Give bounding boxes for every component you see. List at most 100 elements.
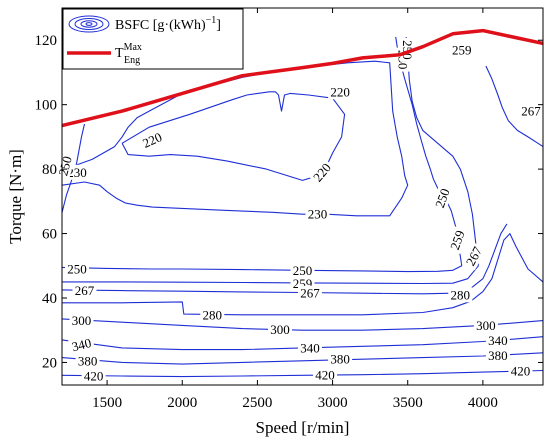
legend-contour-ring [80, 20, 98, 28]
legend-contour-ring [68, 15, 110, 33]
contour-label-group: 267 [298, 285, 322, 301]
contour-label-background [461, 241, 487, 271]
y-tick-label: 120 [35, 33, 58, 49]
x-tick-label: 3000 [318, 395, 348, 411]
contour-label-group: 220 [328, 84, 353, 100]
contour-label: 380 [78, 353, 98, 368]
max-torque-curve [61, 28, 544, 128]
contour-line-267 [485, 65, 544, 148]
contour-label: 280 [203, 307, 223, 322]
contour-label-background [68, 334, 95, 355]
contour-label-background [81, 368, 106, 384]
contour-label: 420 [315, 368, 335, 383]
contour-label-group: 340 [485, 333, 510, 348]
contour-label-group: 220 [308, 158, 336, 187]
contour-label-group: 250 [431, 184, 454, 212]
contour-label: 280 [451, 287, 471, 302]
contour-label: 250 [55, 155, 75, 178]
contour-label-group: 220 [138, 128, 167, 152]
contour-line-230 [61, 181, 303, 215]
contour-lines [61, 36, 544, 378]
contour-label: 380 [330, 352, 350, 367]
contour-label-background [328, 351, 353, 367]
contour-label: 340 [70, 335, 93, 354]
contour-label-group: 380 [485, 347, 510, 363]
contour-label-group: 340 [298, 340, 322, 356]
contour-line-267 [61, 223, 508, 295]
contour-labels: 2202202202302302302502502502502502592592… [54, 37, 543, 384]
plot-frame [61, 7, 544, 386]
contour-label-group: 250 [54, 152, 76, 180]
contour-label-background [305, 206, 330, 222]
contour-label-background [473, 317, 498, 333]
contour-label-group: 250 [65, 261, 89, 277]
contour-label: 220 [140, 129, 164, 151]
contour-label-background [290, 263, 315, 279]
contour-label-group: 267 [72, 283, 97, 299]
contour-label: 259 [447, 228, 468, 251]
contour-label: 259 [452, 42, 472, 57]
contour-line-220 [121, 91, 346, 181]
contour-label: 300 [72, 313, 92, 328]
contour-label-background [431, 184, 454, 212]
contour-label-group: 300 [473, 317, 498, 333]
legend-bsfc-exponent: −1 [206, 15, 217, 26]
contour-label-group: 380 [328, 351, 353, 367]
x-tick-label: 3500 [393, 395, 423, 411]
contour-label-background [69, 313, 94, 329]
contour-label: 267 [300, 286, 320, 301]
contour-label-background [138, 128, 167, 152]
contour-label: 340 [488, 333, 508, 348]
contour-label-group: 420 [508, 363, 533, 379]
legend-torque-subscript: Eng [124, 55, 140, 66]
contour-label: 300 [270, 322, 290, 337]
legend-bsfc-label: BSFC [g·(kWh)−1] [115, 15, 221, 33]
contour-label: 267 [521, 104, 541, 119]
contour-label-group: 259 [449, 42, 474, 58]
contour-label-background [519, 103, 543, 119]
contour-label-background [400, 37, 416, 62]
contour-label: 230 [308, 207, 328, 222]
legend-contour-ring [85, 22, 93, 26]
contour-label-background [268, 322, 292, 338]
x-tick-label: 2500 [242, 395, 272, 411]
contour-line-250 [395, 36, 463, 266]
contour-label-background [449, 42, 474, 58]
contour-line-259 [62, 265, 479, 285]
contour-label-group: 250 [290, 263, 315, 279]
legend-contour-ring [74, 18, 104, 30]
contour-label-group: 280 [200, 307, 225, 323]
contour-label-group: 420 [313, 367, 337, 383]
contour-label: 300 [476, 318, 496, 333]
legend-bsfc-text: BSFC [g·(kWh) [115, 18, 206, 33]
y-tick-label: 40 [42, 291, 57, 307]
contour-label-group: 420 [81, 368, 106, 384]
y-tick-label: 80 [42, 162, 57, 178]
contour-label-background [65, 261, 89, 277]
contour-label: 250 [432, 186, 453, 209]
legend-torque-superscript: Max [124, 42, 142, 53]
contour-label-background [485, 333, 510, 348]
contour-line-420 [61, 369, 544, 378]
contour-line-230 [61, 60, 409, 217]
contour-label-background [298, 340, 322, 356]
contour-label: 380 [488, 348, 508, 363]
legend-box [62, 8, 244, 70]
contour-label: 340 [300, 340, 320, 355]
contour-line-380 [61, 352, 544, 365]
contour-label-group: 340 [68, 334, 95, 355]
contour-label-group: 230 [305, 206, 330, 222]
contour-label-background [485, 347, 510, 363]
contour-label-group: 230 [65, 164, 89, 180]
contour-line-280 [62, 233, 544, 316]
contour-label-background [508, 363, 533, 379]
contour-label-group: 300 [69, 313, 94, 329]
contour-label-background [298, 285, 322, 301]
contour-label-background [75, 353, 100, 369]
contour-label-background [446, 226, 469, 254]
contour-label-background [54, 152, 76, 180]
legend-max-torque-label: TMax Eng [115, 42, 142, 66]
y-tick-label: 20 [42, 355, 57, 371]
y-tick-label: 60 [42, 227, 57, 243]
